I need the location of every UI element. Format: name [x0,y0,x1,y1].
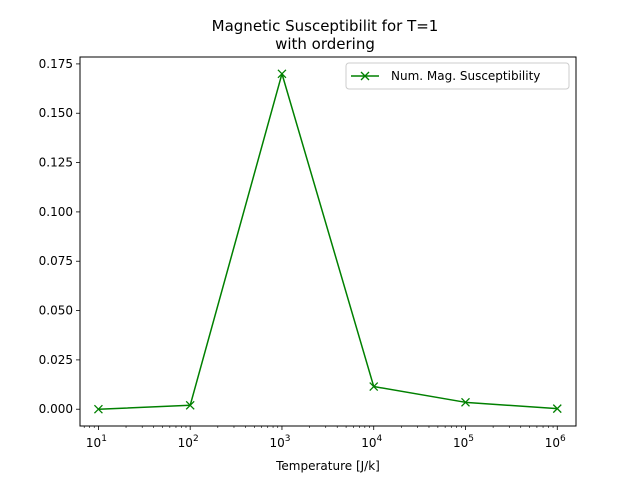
y-axis-ticks: 0.000 0.025 0.050 0.075 0.100 0.125 0.150 0.175 [39,57,80,416]
y-tick-label: 0.025 [39,353,73,367]
x-tick-base: 10 [86,436,101,450]
chart-title-line2: with ordering [275,35,375,53]
x-tick-base: 10 [269,436,284,450]
x-tick-label: 103 [269,434,290,450]
series-layer [93,69,562,414]
y-tick-label: 0.100 [39,205,73,219]
x-axis-ticks: 101 102 103 104 105 106 [83,426,566,450]
data-point-x-marker [369,382,379,391]
y-tick-label: 0.125 [39,156,73,170]
data-point-x-marker [461,397,470,407]
y-tick-label: 0.175 [39,57,73,71]
x-tick-base: 10 [545,436,560,450]
x-axis-label: Temperature [J/k] [275,459,380,473]
x-tick-exponent: 3 [285,434,291,444]
data-point-x-marker [277,69,287,79]
x-tick-exponent: 6 [560,434,566,444]
x-tick-label: 104 [361,434,382,450]
x-tick-label: 105 [453,434,474,450]
x-tick-label: 102 [178,434,199,450]
y-tick-label: 0.075 [39,254,73,268]
data-point-x-marker [93,404,103,414]
x-tick-exponent: 5 [468,434,474,444]
legend-entry-label: Num. Mag. Susceptibility [391,69,540,83]
data-point-x-marker [185,400,195,410]
y-tick-label: 0.050 [39,304,73,318]
x-tick-label: 101 [86,434,107,450]
legend-marker-x-icon [360,71,370,81]
x-tick-exponent: 1 [101,434,107,444]
data-point-x-marker [552,404,562,414]
x-tick-exponent: 4 [376,434,382,444]
x-tick-exponent: 2 [193,434,199,444]
legend: Num. Mag. Susceptibility [345,62,570,90]
x-tick-base: 10 [178,436,193,450]
legend-frame [345,62,570,90]
y-tick-label: 0.150 [39,106,73,120]
y-tick-label: 0.000 [39,402,73,416]
x-tick-base: 10 [361,436,376,450]
plot-frame [79,56,577,427]
series-line [98,73,558,410]
plot-area: 101 102 103 104 105 106 0.0000.0250.0500.0750… [39,56,577,450]
chart-title-line1: Magnetic Susceptibilit for T=1 [212,17,439,35]
x-tick-base: 10 [453,436,468,450]
x-tick-label: 106 [545,434,566,450]
